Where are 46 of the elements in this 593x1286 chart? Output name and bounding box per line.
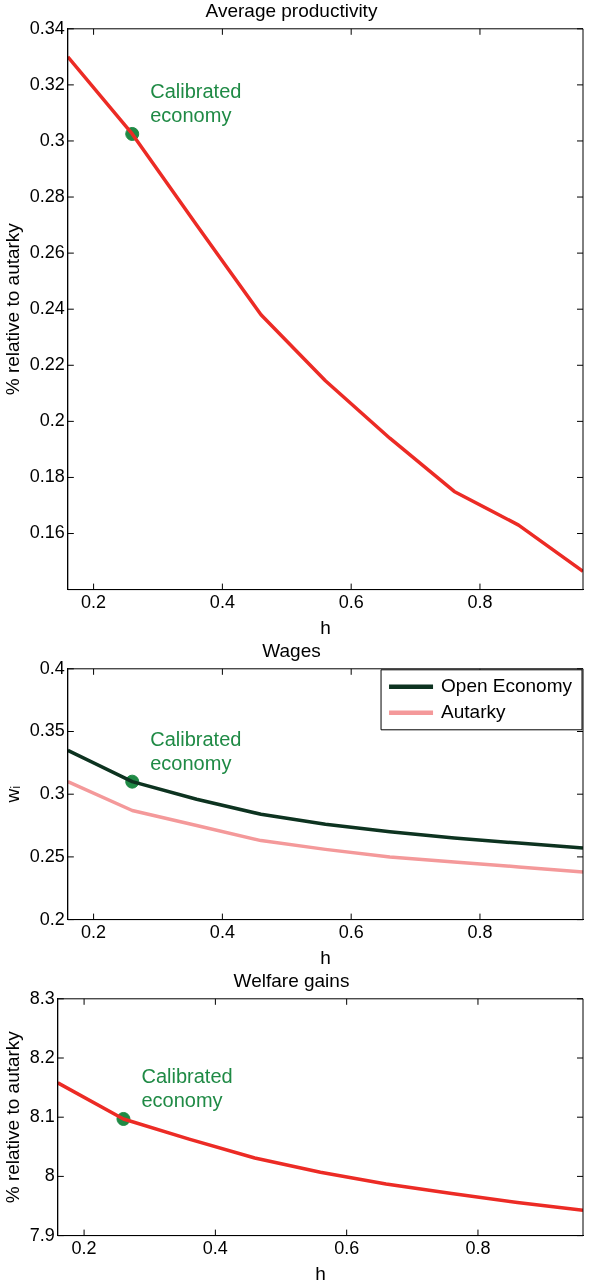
legend-label: Open Economy <box>441 675 573 697</box>
legend-label: Autarky <box>441 701 506 723</box>
x-tick-label: 0.2 <box>81 592 107 613</box>
y-tick-label: 0.3 <box>39 783 65 804</box>
y-axis-title: % relative to autarky <box>1 1030 23 1204</box>
y-tick-label: 0.2 <box>39 410 65 431</box>
annotation: Calibrated economy <box>141 1064 233 1111</box>
x-axis-title: h <box>320 616 331 638</box>
x-tick-label: 0.4 <box>209 592 235 613</box>
y-tick-label: 0.32 <box>29 73 65 94</box>
chart-title: Wages <box>262 639 321 661</box>
annotation: Calibrated economy <box>150 79 242 126</box>
x-tick-label: 0.8 <box>467 592 493 613</box>
y-tick-label: 8.3 <box>29 987 55 1008</box>
y-tick-label: 0.35 <box>29 720 65 741</box>
chart-title: Welfare gains <box>233 969 350 991</box>
x-axis-title: h <box>315 1262 326 1284</box>
y-tick-label: 8 <box>44 1165 55 1186</box>
y-tick-label: 0.16 <box>29 522 65 543</box>
y-axis-title: wᵢ <box>1 785 23 804</box>
x-tick-label: 0.6 <box>338 592 364 613</box>
y-tick-label: 7.9 <box>29 1224 55 1245</box>
y-tick-label: 0.4 <box>39 657 65 678</box>
x-tick-label: 0.2 <box>81 922 107 943</box>
chart-title: Average productivity <box>205 0 378 21</box>
y-tick-label: 0.24 <box>29 298 65 319</box>
x-tick-label: 0.6 <box>334 1238 360 1259</box>
y-tick-label: 8.1 <box>29 1106 55 1127</box>
y-tick-label: 0.26 <box>29 242 65 263</box>
x-tick-label: 0.2 <box>71 1238 97 1259</box>
y-tick-label: 0.34 <box>29 17 65 38</box>
x-tick-label: 0.8 <box>465 1238 491 1259</box>
y-tick-label: 0.2 <box>39 908 65 929</box>
y-tick-label: 0.3 <box>39 129 65 150</box>
y-tick-label: 8.2 <box>29 1046 55 1067</box>
y-tick-label: 0.28 <box>29 186 65 207</box>
x-tick-label: 0.8 <box>467 922 493 943</box>
y-tick-label: 0.18 <box>29 466 65 487</box>
x-axis-title: h <box>320 946 331 968</box>
y-axis-title: % relative to autarky <box>1 222 23 396</box>
x-tick-label: 0.6 <box>338 922 364 943</box>
y-tick-label: 0.22 <box>29 354 65 375</box>
x-tick-label: 0.4 <box>202 1238 228 1259</box>
x-tick-label: 0.4 <box>209 922 235 943</box>
y-tick-label: 0.25 <box>29 845 65 866</box>
annotation: Calibrated economy <box>150 727 242 774</box>
